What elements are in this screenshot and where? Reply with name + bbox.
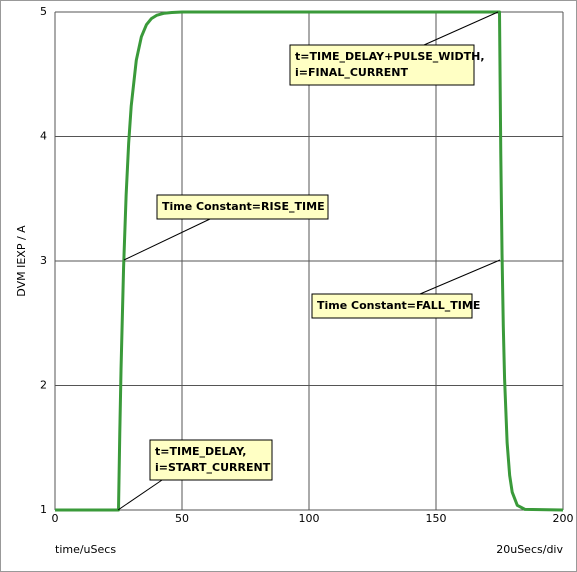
- y-axis-label: DVM IEXP / A: [15, 225, 28, 297]
- y-tick-label: 3: [40, 254, 47, 267]
- x-tick-label: 150: [426, 512, 447, 525]
- annotation-leader: [117, 477, 166, 511]
- annotation-text: i=FINAL_CURRENT: [295, 66, 408, 79]
- annotation-leader: [423, 11, 499, 46]
- y-tick-label: 1: [40, 503, 47, 516]
- x-tick-label: 200: [553, 512, 574, 525]
- annotation-box: [149, 439, 273, 481]
- annotation-box: [289, 44, 475, 86]
- y-tick-label: 4: [40, 130, 47, 143]
- x-axis-label: time/uSecs: [55, 543, 116, 556]
- annotation-text: t=TIME_DELAY+PULSE_WIDTH,: [295, 50, 485, 63]
- annotation-leader: [419, 259, 501, 295]
- annotation-text: i=START_CURRENT: [155, 461, 271, 474]
- x-tick-label: 50: [175, 512, 189, 525]
- x-tick-label: 0: [52, 512, 59, 525]
- annotation-leader: [123, 218, 211, 261]
- x-tick-label: 100: [299, 512, 320, 525]
- annotation-text: t=TIME_DELAY,: [155, 445, 246, 458]
- annotation-box: [311, 293, 473, 319]
- annotation-box: [156, 194, 329, 220]
- annotation-text: Time Constant=FALL_TIME: [317, 299, 480, 312]
- annotation-text: Time Constant=RISE_TIME: [162, 200, 325, 213]
- series-line: [55, 10, 564, 512]
- y-tick-label: 5: [40, 5, 47, 18]
- y-tick-label: 2: [40, 379, 47, 392]
- x-scale-note: 20uSecs/div: [496, 543, 563, 556]
